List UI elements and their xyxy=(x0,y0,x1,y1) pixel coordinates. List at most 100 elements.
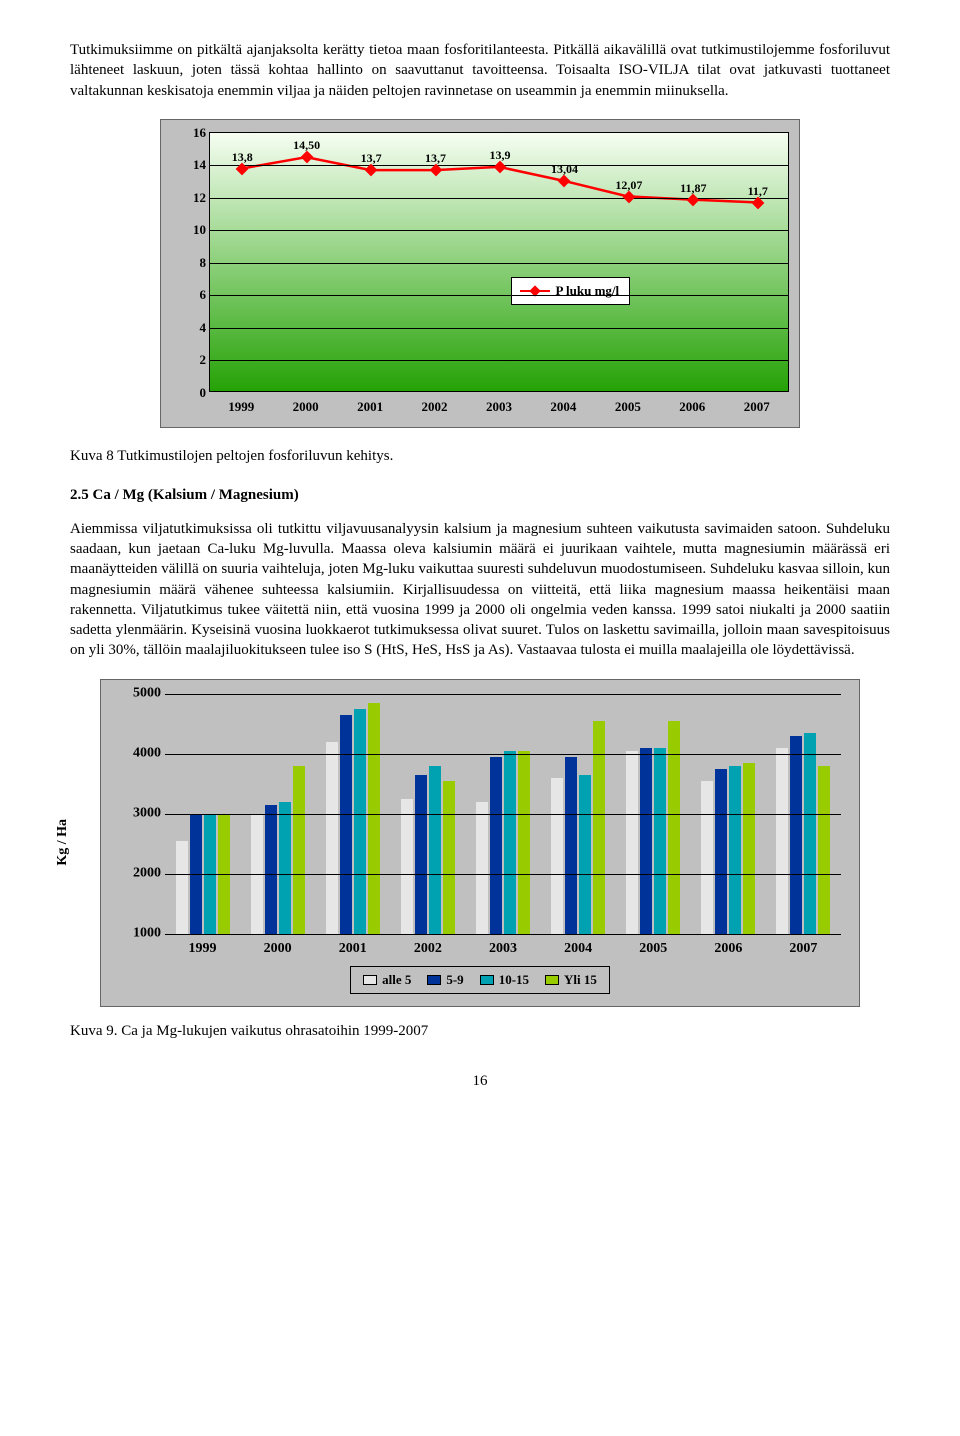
bar xyxy=(265,805,277,934)
y-tick-label: 2000 xyxy=(121,864,161,883)
gridline xyxy=(165,814,841,815)
bar xyxy=(715,769,727,934)
bar xyxy=(626,751,638,934)
x-tick-label: 1999 xyxy=(165,940,240,959)
bar xyxy=(176,841,188,934)
x-tick-label: 1999 xyxy=(209,398,273,416)
bar xyxy=(415,775,427,934)
chart2-caption: Kuva 9. Ca ja Mg-lukujen vaikutus ohrasa… xyxy=(70,1021,890,1041)
gridline xyxy=(165,874,841,875)
gridline xyxy=(165,754,841,755)
bar xyxy=(368,703,380,934)
gridline xyxy=(210,230,788,231)
body-paragraph: Aiemmissa viljatutkimuksissa oli tutkitt… xyxy=(70,519,890,661)
legend-swatch-icon xyxy=(545,975,559,985)
bar xyxy=(804,733,816,934)
gridline xyxy=(210,360,788,361)
data-point-label: 13,9 xyxy=(490,147,511,163)
y-tick-label: 4 xyxy=(178,319,206,337)
data-point-label: 14,50 xyxy=(293,137,320,153)
legend-label: alle 5 xyxy=(382,971,411,989)
x-tick-label: 2005 xyxy=(596,398,660,416)
data-point-label: 13,7 xyxy=(425,150,446,166)
bar xyxy=(504,751,516,934)
bar xyxy=(668,721,680,934)
bar xyxy=(565,757,577,934)
x-tick-label: 2001 xyxy=(338,398,402,416)
y-tick-label: 4000 xyxy=(121,744,161,763)
bar xyxy=(293,766,305,934)
bar xyxy=(476,802,488,934)
x-tick-label: 2000 xyxy=(240,940,315,959)
bar xyxy=(443,781,455,934)
bar xyxy=(518,751,530,934)
y-tick-label: 12 xyxy=(178,189,206,207)
legend-label: P luku mg/l xyxy=(556,282,620,300)
bar xyxy=(354,709,366,934)
y-tick-label: 16 xyxy=(178,124,206,142)
bar xyxy=(818,766,830,934)
chart1-caption: Kuva 8 Tutkimustilojen peltojen fosforil… xyxy=(70,446,890,466)
bar xyxy=(640,748,652,934)
legend-label: 5-9 xyxy=(446,971,463,989)
data-point-label: 13,04 xyxy=(551,161,578,177)
bar xyxy=(551,778,563,934)
legend-item: Yli 15 xyxy=(545,971,597,989)
x-tick-label: 2001 xyxy=(315,940,390,959)
bar xyxy=(579,775,591,934)
y-tick-label: 10 xyxy=(178,221,206,239)
bar xyxy=(340,715,352,934)
bar xyxy=(490,757,502,934)
chart2-y-axis-label: Kg / Ha xyxy=(48,819,79,866)
gridline xyxy=(210,328,788,329)
data-point-label: 11,87 xyxy=(680,180,706,196)
gridline xyxy=(210,295,788,296)
legend-item: 5-9 xyxy=(427,971,463,989)
data-point-label: 12,07 xyxy=(615,176,642,192)
bar xyxy=(429,766,441,934)
x-tick-label: 2003 xyxy=(467,398,531,416)
gridline xyxy=(210,263,788,264)
legend-line-icon xyxy=(520,290,550,292)
page-number: 16 xyxy=(70,1071,890,1091)
x-tick-label: 2006 xyxy=(660,398,724,416)
data-point-label: 13,8 xyxy=(232,148,253,164)
legend-label: Yli 15 xyxy=(564,971,597,989)
legend-label: 10-15 xyxy=(499,971,529,989)
legend-item: alle 5 xyxy=(363,971,411,989)
bar xyxy=(326,742,338,934)
bar xyxy=(701,781,713,934)
bar xyxy=(654,748,666,934)
x-tick-label: 2002 xyxy=(402,398,466,416)
legend-swatch-icon xyxy=(363,975,377,985)
bar xyxy=(776,748,788,934)
gridline xyxy=(165,694,841,695)
x-tick-label: 2004 xyxy=(531,398,595,416)
bar xyxy=(401,799,413,934)
bar xyxy=(593,721,605,934)
bar xyxy=(743,763,755,934)
legend-swatch-icon xyxy=(427,975,441,985)
section-heading: 2.5 Ca / Mg (Kalsium / Magnesium) xyxy=(70,485,890,505)
x-tick-label: 2007 xyxy=(725,398,789,416)
gridline xyxy=(210,198,788,199)
x-tick-label: 2003 xyxy=(465,940,540,959)
x-tick-label: 2002 xyxy=(390,940,465,959)
y-tick-label: 8 xyxy=(178,254,206,272)
x-tick-label: 2004 xyxy=(541,940,616,959)
phosphorus-chart: P luku mg/l 024681012141613,814,5013,713… xyxy=(70,119,890,429)
y-tick-label: 5000 xyxy=(121,684,161,703)
data-point-label: 13,7 xyxy=(361,150,382,166)
intro-paragraph: Tutkimuksiimme on pitkältä ajanjaksolta … xyxy=(70,40,890,101)
x-tick-label: 2007 xyxy=(766,940,841,959)
bar xyxy=(279,802,291,934)
legend-swatch-icon xyxy=(480,975,494,985)
legend-item: 10-15 xyxy=(480,971,529,989)
x-tick-label: 2006 xyxy=(691,940,766,959)
y-tick-label: 6 xyxy=(178,286,206,304)
x-tick-label: 2000 xyxy=(273,398,337,416)
y-tick-label: 1000 xyxy=(121,924,161,943)
data-point-label: 11,7 xyxy=(748,182,768,198)
x-tick-label: 2005 xyxy=(616,940,691,959)
bar xyxy=(790,736,802,934)
